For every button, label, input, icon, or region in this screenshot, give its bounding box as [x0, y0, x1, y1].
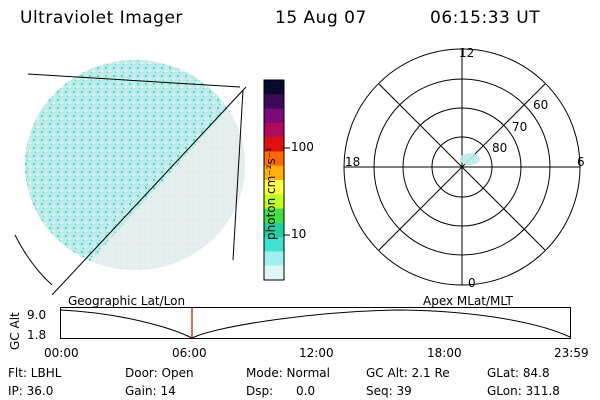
timeline-y-title: GC Alt [8, 312, 22, 350]
info-mode: Mode: Normal [246, 366, 330, 380]
date-label: 15 Aug 07 [275, 8, 367, 28]
time-label: 06:15:33 UT [430, 8, 541, 28]
colorbar-stripe [264, 237, 284, 252]
colorbar-stripe [264, 137, 284, 152]
colorbar-stripe [264, 180, 284, 195]
polar-label-12: 12 [459, 46, 475, 60]
polar-label-70: 70 [512, 120, 528, 134]
info-ip: IP: 36.0 [8, 384, 54, 398]
timeline-y-max: 9.0 [27, 308, 47, 322]
colorbar-stripe [264, 208, 284, 224]
info-door: Door: Open [125, 366, 194, 380]
timeline-y-min: 1.8 [27, 328, 47, 342]
colorbar-tick-100: 100 [291, 140, 314, 154]
timeline-tick-3: 18:00 [427, 346, 462, 360]
timeline-tick-0: 00:00 [44, 346, 79, 360]
instrument-title: Ultraviolet Imager [20, 8, 183, 28]
info-gc-alt: GC Alt: 2.1 Re [366, 366, 450, 380]
colorbar-stripe [264, 94, 284, 110]
polar-label-18: 18 [345, 155, 361, 169]
timeline-left-title: Geographic Lat/Lon [68, 294, 186, 308]
altitude-timeline [60, 307, 571, 339]
colorbar-stripe [264, 165, 284, 181]
colorbar-stripe [264, 80, 284, 95]
info-dsp: Dsp: 0.0 [246, 384, 316, 398]
timeline-tick-1: 06:00 [172, 346, 207, 360]
polar-label-6: 6 [577, 155, 585, 169]
colorbar-stripe [264, 251, 284, 267]
timeline-right-title: Apex MLat/MLT [423, 294, 513, 308]
timeline-tick-4: 23:59 [554, 346, 589, 360]
geographic-image-panel [14, 60, 247, 295]
colorbar-frame [263, 79, 285, 281]
colorbar-stripe [264, 265, 284, 281]
info-filter: Flt: LBHL [8, 366, 62, 380]
polar-mlt-plot [343, 48, 581, 286]
polar-label-60: 60 [533, 98, 549, 112]
polar-label-80: 80 [492, 141, 508, 155]
timeline-tick-2: 12:00 [299, 346, 334, 360]
colorbar-stripe [264, 122, 284, 138]
colorbar-stripe [264, 108, 284, 124]
colorbar-unit-label: photon cm⁻²s⁻¹ [264, 147, 278, 240]
info-glon: GLon: 311.8 [487, 384, 560, 398]
info-seq: Seq: 39 [366, 384, 412, 398]
info-glat: GLat: 84.8 [487, 366, 550, 380]
info-gain: Gain: 14 [125, 384, 176, 398]
polar-label-0: 0 [468, 276, 476, 290]
colorbar-stripe [264, 151, 284, 167]
colorbar-stripe [264, 222, 284, 238]
colorbar [263, 79, 290, 281]
colorbar-stripe [264, 194, 284, 210]
colorbar-tick-10: 10 [291, 227, 307, 241]
